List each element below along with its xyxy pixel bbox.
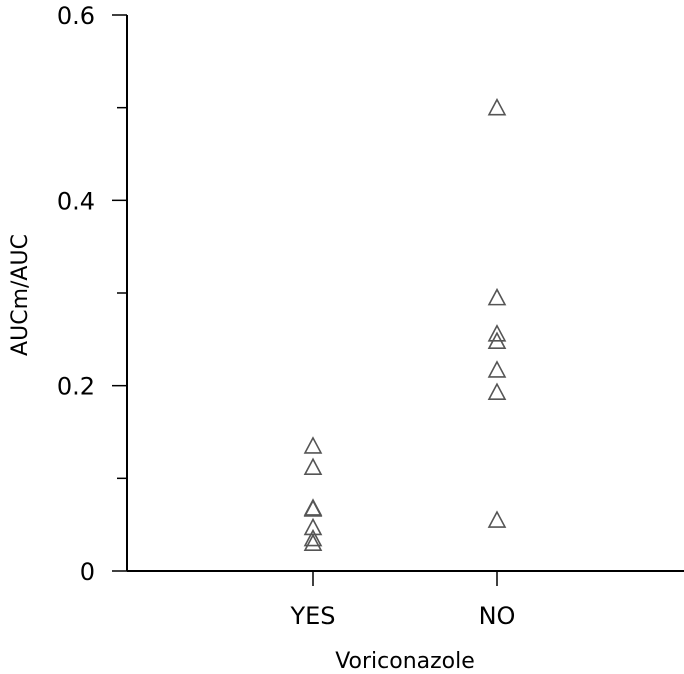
data-point-triangle	[303, 436, 323, 454]
data-point-triangle	[487, 287, 507, 306]
data-points	[303, 97, 507, 552]
y-tick-label: 0.2	[57, 373, 95, 401]
y-axis-title: AUCm/AUC	[8, 234, 33, 356]
data-point-triangle	[303, 457, 323, 476]
y-tick-label: 0.6	[57, 2, 95, 30]
data-point-triangle	[487, 360, 507, 378]
y-tick-label: 0.4	[57, 187, 95, 215]
x-tick-label: YES	[289, 602, 335, 630]
data-point-triangle	[303, 533, 323, 552]
data-point-triangle	[303, 499, 323, 517]
y-axis-ticks: 0 0.2 0.4 0.6	[57, 2, 127, 586]
data-point-triangle	[487, 324, 507, 342]
y-tick-label: 0	[80, 558, 95, 586]
data-point-triangle	[487, 510, 507, 528]
data-point-triangle	[303, 528, 323, 547]
x-axis-ticks: YES NO	[289, 571, 515, 630]
x-axis-title: Voriconazole	[335, 649, 475, 674]
data-point-triangle	[487, 97, 507, 116]
data-point-triangle	[487, 382, 507, 400]
x-tick-label: NO	[479, 602, 516, 630]
data-point-triangle	[487, 331, 507, 349]
